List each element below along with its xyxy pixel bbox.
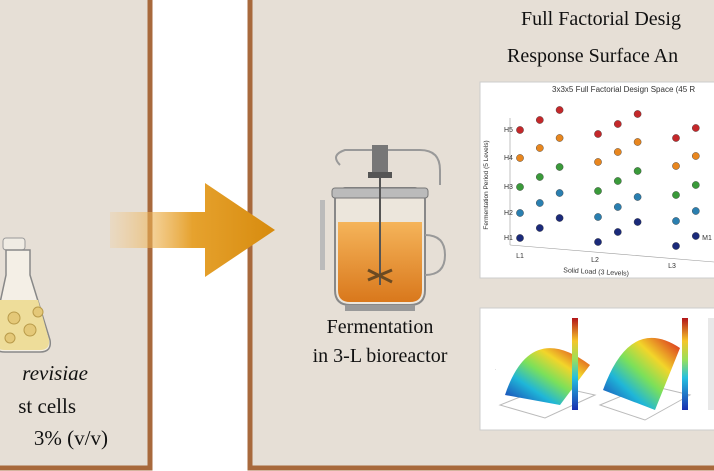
- y-tick-label: H1: [504, 235, 513, 242]
- design-point: [555, 163, 564, 171]
- design-point: [633, 110, 642, 118]
- design-point: [633, 138, 642, 146]
- design-point: [536, 173, 544, 181]
- design-point: [633, 193, 642, 201]
- design-point: [614, 177, 622, 185]
- x-tick-label: M1: [702, 235, 712, 242]
- design-point: [516, 154, 524, 162]
- design-point: [614, 228, 622, 236]
- axis-line: [509, 244, 714, 263]
- header-line-2: Response Surface An: [507, 45, 678, 67]
- design-plot: 3x3x5 Full Factorial Design Space (45 R …: [479, 81, 714, 279]
- process-arrow: [110, 183, 275, 277]
- design-point: [692, 232, 700, 240]
- design-point: [594, 158, 602, 166]
- design-point: [614, 120, 622, 128]
- design-point: [614, 203, 622, 211]
- design-point: [536, 116, 544, 124]
- design-point: [672, 191, 680, 199]
- design-point: [672, 162, 680, 170]
- design-y-label: Fermentation Period (5 Levels): [483, 140, 490, 229]
- design-point: [516, 234, 524, 242]
- design-point: [555, 189, 564, 197]
- design-point: [672, 134, 680, 142]
- design-point: [692, 181, 700, 189]
- design-point: [633, 167, 642, 175]
- svg-text:·: ·: [493, 369, 498, 370]
- design-point: [692, 152, 700, 160]
- header-line-1: Full Factorial Desig: [521, 8, 681, 30]
- design-point: [516, 126, 524, 134]
- inoculum-label: 3% (v/v): [34, 426, 108, 450]
- cells-label: st cells: [18, 394, 76, 418]
- y-tick-label: H2: [504, 210, 513, 217]
- design-point: [555, 106, 564, 114]
- y-tick-label: H3: [504, 184, 513, 191]
- design-point: [594, 238, 602, 246]
- design-x-label: Solid Load (3 Levels): [563, 267, 629, 277]
- design-point: [516, 183, 524, 191]
- bioreactor-icon: [320, 145, 447, 311]
- bioreactor-label-2: in 3-L bioreactor: [313, 345, 448, 367]
- x-tick-label: L2: [591, 257, 599, 264]
- flask-icon: [0, 237, 52, 353]
- design-point: [555, 214, 564, 222]
- y-tick-label: H5: [504, 127, 513, 134]
- design-point: [614, 148, 622, 156]
- design-point: [536, 224, 544, 232]
- design-point: [692, 124, 700, 132]
- design-point: [594, 213, 602, 221]
- design-plot-frame: [479, 81, 714, 279]
- design-point: [692, 207, 700, 215]
- design-point: [672, 242, 680, 250]
- y-tick-label: H4: [504, 155, 513, 162]
- surface-plots: ·: [479, 307, 714, 431]
- design-point: [594, 130, 602, 138]
- x-tick-label: L1: [516, 253, 524, 260]
- design-point: [516, 209, 524, 217]
- x-tick-label: L3: [668, 263, 676, 270]
- bioreactor-label-1: Fermentation: [327, 316, 434, 338]
- design-plot-title: 3x3x5 Full Factorial Design Space (45 R: [552, 85, 695, 94]
- design-point: [672, 217, 680, 225]
- design-point: [555, 134, 564, 142]
- design-point: [594, 187, 602, 195]
- organism-label: revisiae: [22, 361, 88, 385]
- design-point: [633, 218, 642, 226]
- design-point: [536, 199, 544, 207]
- design-point: [536, 144, 544, 152]
